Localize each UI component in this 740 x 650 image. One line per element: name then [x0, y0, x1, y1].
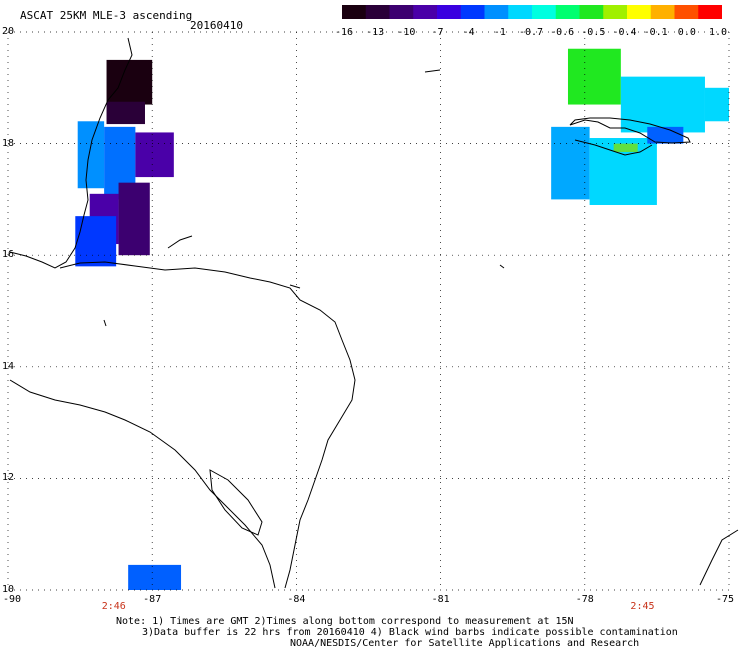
- colorbar-swatch: [603, 5, 628, 19]
- swath-honduras-tip: [75, 216, 117, 267]
- island-small-1: [103, 319, 107, 327]
- coastlines: [9, 37, 739, 589]
- colorbar-label: -0.7: [518, 27, 544, 38]
- lon-label: -90: [2, 594, 22, 605]
- swath-belize-north: [106, 59, 153, 105]
- colorbar-label: 0.0: [677, 27, 696, 38]
- colorbar-swatch: [579, 5, 604, 19]
- colorbar-swatch: [413, 5, 438, 19]
- colorbar-swatch: [437, 5, 462, 19]
- note-line-1: Note: 1) Times are GMT 2)Times along bot…: [116, 616, 574, 627]
- colorbar-swatch: [508, 5, 533, 19]
- coastline-haiti: [699, 529, 739, 586]
- swath-belize-north2: [106, 101, 145, 125]
- lon-label: -78: [575, 594, 594, 605]
- coastline-jamaica: [569, 117, 691, 144]
- lon-label: -84: [287, 594, 306, 605]
- swath-belize-mid-a: [77, 121, 105, 189]
- colorbar-swatch: [532, 5, 557, 19]
- ascat-swaths: [75, 48, 729, 590]
- lon-label: -87: [143, 594, 162, 605]
- colorbar-label: -0.1: [643, 27, 668, 38]
- lake-nicaragua: [209, 469, 263, 536]
- coastline-yucatan-belize: [9, 37, 133, 269]
- swath-jamaica-green: [613, 143, 638, 152]
- colorbar-swatch: [650, 5, 675, 19]
- lat-label: 16: [2, 249, 15, 261]
- lat-label: 12: [2, 472, 15, 484]
- coastline-jamaica-south: [574, 139, 653, 156]
- colorbar-swatch: [460, 5, 485, 19]
- lon-label: -75: [715, 594, 735, 605]
- swath-jamaica-ne: [620, 76, 705, 133]
- product-title: ASCAT 25KM MLE-3 ascending: [20, 9, 193, 22]
- note-line-3: NOAA/NESDIS/Center for Satellite Applica…: [290, 638, 640, 649]
- lat-label: 14: [2, 360, 15, 372]
- swath-jamaica-north: [567, 48, 621, 105]
- time-label: 2:46: [101, 601, 126, 612]
- colorbar-swatch: [389, 5, 414, 19]
- colorbar-label: -10: [397, 27, 416, 38]
- lon-label: -81: [431, 594, 450, 605]
- coastline-cuba: [424, 69, 441, 73]
- colorbar-label: -0.5: [581, 27, 606, 38]
- colorbar-label: -0.4: [612, 27, 637, 38]
- time-label: 2:45: [630, 601, 655, 612]
- swath-bottom-strip: [128, 564, 182, 590]
- colorbar-swatch: [627, 5, 652, 19]
- island-small-2: [499, 264, 505, 269]
- lat-label: 10: [2, 584, 15, 595]
- lat-lon-grid: [7, 31, 730, 591]
- coastline-honduras: [59, 261, 356, 589]
- colorbar-label: -0.6: [550, 27, 575, 38]
- colorbar-label: -4: [462, 27, 475, 38]
- colorbar-swatch: [484, 5, 509, 19]
- colorbar-label: -16: [334, 27, 354, 38]
- island-bay: [289, 284, 301, 289]
- colorbar-swatch: [698, 5, 722, 19]
- swath-belize-east: [135, 132, 174, 178]
- lat-label: 18: [2, 137, 15, 149]
- colorbar-label: -7: [431, 27, 444, 38]
- colorbar-swatch: [342, 5, 367, 19]
- lat-label: 20: [2, 26, 15, 37]
- product-date: 20160410: [190, 19, 243, 32]
- colorbar-label: -1: [493, 27, 506, 38]
- swath-jamaica-east2: [704, 87, 729, 122]
- colorbar-label: 1.0: [708, 27, 728, 38]
- coastline-pacific: [9, 379, 276, 589]
- swath-jamaica-nw: [551, 126, 590, 200]
- colorbar-label: -13: [366, 27, 385, 38]
- swath-belize-south: [118, 182, 150, 256]
- island-cayman: [167, 235, 193, 249]
- note-line-2: 3)Data buffer is 22 hrs from 20160410 4)…: [142, 627, 678, 638]
- colorbar: [342, 5, 722, 19]
- colorbar-swatch: [674, 5, 699, 19]
- colorbar-swatch: [555, 5, 580, 19]
- swath-jamaica-east: [647, 126, 684, 144]
- colorbar-swatch: [365, 5, 390, 19]
